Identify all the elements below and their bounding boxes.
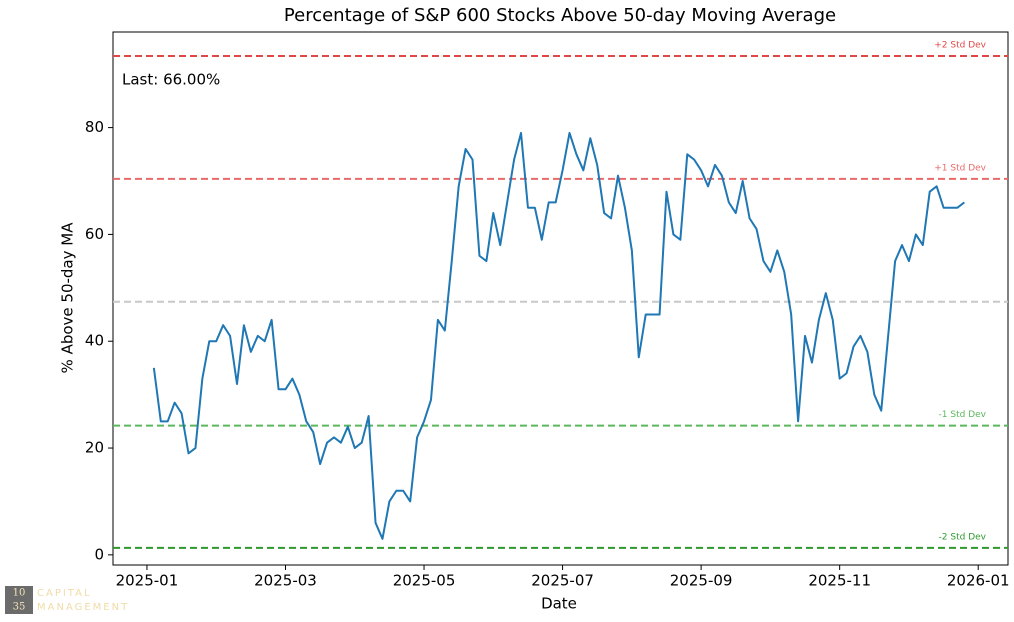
- x-tick-label: 2025-01: [116, 572, 179, 590]
- x-tick-label: 2025-03: [254, 572, 317, 590]
- logo-text: MANAGEMENT: [37, 602, 129, 613]
- x-tick-label: 2026-01: [947, 572, 1010, 590]
- y-tick-label: 40: [85, 332, 104, 350]
- x-tick-label: 2025-07: [531, 572, 594, 590]
- reference-label: -2 Std Dev: [939, 532, 987, 542]
- logo-number: 10: [13, 588, 26, 599]
- data-line: [152, 131, 965, 540]
- x-axis-label: Date: [541, 595, 577, 613]
- x-tick-label: 2025-09: [670, 572, 733, 590]
- plot-frame: [112, 31, 1009, 566]
- y-tick-label: 80: [85, 118, 104, 136]
- x-tick-label: 2025-05: [393, 572, 456, 590]
- y-tick-label: 20: [85, 439, 104, 457]
- reference-label: -1 Std Dev: [939, 410, 987, 420]
- y-tick-label: 0: [94, 545, 104, 563]
- y-axis-label: % Above 50-day MA: [59, 222, 77, 374]
- logo-text: CAPITAL: [37, 588, 92, 599]
- y-tick-label: 60: [85, 225, 104, 243]
- last-value-annotation: Last: 66.00%: [122, 71, 220, 89]
- x-tick-label: 2025-11: [808, 572, 871, 590]
- reference-label: +2 Std Dev: [934, 41, 986, 51]
- logo-box: [5, 586, 33, 614]
- chart-title: Percentage of S&P 600 Stocks Above 50-da…: [284, 5, 836, 26]
- logo-number: 35: [13, 602, 26, 613]
- reference-label: +1 Std Dev: [934, 163, 986, 173]
